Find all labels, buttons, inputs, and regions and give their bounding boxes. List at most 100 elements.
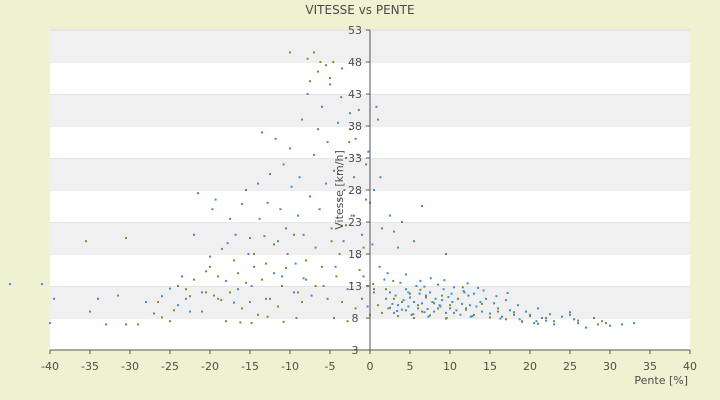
data-point-series-2: [409, 292, 411, 295]
data-point-series-1: [451, 301, 454, 303]
data-point-series-1: [397, 304, 399, 307]
data-point-series-1: [41, 283, 43, 286]
data-point-series-2: [193, 278, 195, 281]
data-point-series-2: [393, 297, 395, 300]
data-point-series-1: [362, 275, 365, 278]
data-point-series-1: [229, 217, 231, 220]
data-point-series-1: [431, 301, 434, 303]
data-point-series-1: [330, 227, 333, 230]
data-point-series-1: [350, 214, 353, 217]
data-point-series-1: [489, 312, 491, 315]
data-point-series-2: [348, 141, 351, 143]
data-point-series-1: [415, 285, 418, 287]
data-point-series-2: [161, 316, 163, 319]
data-point-series-1: [533, 322, 535, 325]
data-point-series-2: [421, 310, 423, 313]
data-point-series-1: [434, 297, 437, 300]
data-point-series-2: [457, 297, 459, 300]
data-point-series-1: [499, 317, 502, 320]
data-point-series-1: [525, 310, 527, 313]
data-point-series-2: [340, 96, 343, 99]
data-point-series-1: [290, 185, 293, 188]
data-point-series-1: [421, 302, 423, 305]
data-point-series-2: [473, 313, 475, 316]
data-point-series-1: [401, 308, 403, 311]
data-point-series-2: [169, 320, 171, 323]
data-point-series-1: [169, 287, 171, 290]
data-point-series-1: [401, 221, 403, 223]
data-point-series-1: [506, 292, 509, 294]
data-point-series-1: [493, 302, 495, 305]
data-point-series-1: [561, 315, 563, 318]
data-point-series-2: [332, 61, 335, 63]
x-tick-label: 25: [563, 360, 577, 373]
data-point-series-1: [321, 105, 323, 108]
x-tick-label: 20: [523, 360, 537, 373]
x-tick-label: 30: [603, 360, 617, 373]
data-point-series-2: [326, 297, 329, 300]
data-point-series-2: [373, 291, 375, 294]
data-point-series-2: [417, 304, 419, 307]
x-tick-label: -10: [281, 360, 299, 373]
data-point-series-2: [201, 310, 203, 313]
data-point-series-2: [297, 291, 299, 294]
data-point-series-2: [429, 314, 431, 317]
data-point-series-2: [362, 246, 365, 249]
data-point-series-1: [393, 230, 395, 233]
data-point-series-1: [471, 315, 474, 318]
data-point-series-1: [293, 291, 295, 294]
data-point-series-1: [553, 323, 555, 326]
data-point-series-1: [105, 323, 107, 326]
data-point-series-1: [277, 240, 279, 243]
data-point-series-2: [319, 61, 322, 63]
data-point-series-1: [439, 305, 442, 308]
data-point-series-1: [189, 310, 191, 313]
data-point-series-1: [342, 240, 345, 243]
data-point-series-1: [621, 323, 623, 326]
data-point-series-1: [469, 315, 472, 318]
data-point-series-1: [535, 320, 538, 323]
data-point-series-1: [549, 313, 551, 316]
data-point-series-2: [330, 240, 333, 243]
x-tick-label: -25: [161, 360, 179, 373]
data-point-series-2: [505, 318, 507, 321]
data-point-series-1: [405, 288, 407, 291]
data-point-series-1: [481, 310, 483, 313]
y-tick-label: 8: [352, 312, 359, 325]
data-point-series-1: [405, 273, 407, 276]
y-axis-label: Vitesse [km/h]: [333, 150, 346, 230]
data-point-series-2: [377, 304, 379, 307]
data-point-series-1: [367, 150, 370, 153]
data-point-series-1: [177, 304, 179, 307]
data-point-series-2: [597, 323, 599, 326]
y-tick-label: 18: [348, 248, 362, 261]
data-point-series-1: [377, 118, 379, 121]
data-point-series-2: [301, 301, 303, 303]
data-point-series-1: [633, 322, 635, 325]
data-point-series-1: [310, 294, 313, 297]
data-point-series-1: [389, 214, 391, 217]
data-point-series-2: [309, 80, 311, 83]
y-tick-label: 53: [348, 24, 362, 37]
data-point-series-1: [193, 233, 195, 236]
data-point-series-2: [577, 319, 579, 322]
data-point-series-1: [297, 214, 299, 217]
data-point-series-2: [229, 291, 231, 294]
data-point-series-2: [350, 281, 353, 284]
data-point-series-2: [419, 288, 422, 291]
x-tick-label: 35: [643, 360, 657, 373]
data-point-series-2: [521, 320, 523, 323]
data-point-series-1: [346, 288, 349, 291]
data-point-series-2: [314, 285, 317, 287]
data-point-series-1: [421, 205, 423, 207]
data-point-series-1: [465, 307, 467, 310]
data-point-series-2: [349, 128, 351, 131]
data-point-series-1: [317, 128, 319, 131]
data-point-series-1: [334, 265, 337, 268]
data-point-series-2: [453, 311, 455, 314]
data-point-series-1: [322, 285, 325, 287]
data-point-series-1: [371, 243, 374, 246]
data-point-series-2: [137, 323, 139, 326]
